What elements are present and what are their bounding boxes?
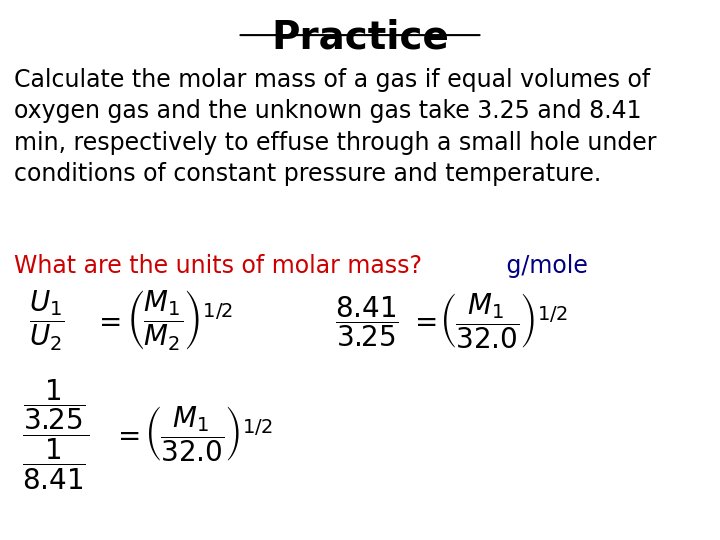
Text: $=$: $=$ [410,307,437,335]
Text: $\dfrac{U_1}{U_2}$: $\dfrac{U_1}{U_2}$ [29,289,64,354]
Text: $\dfrac{\dfrac{1}{3.25}}{\dfrac{1}{8.41}}$: $\dfrac{\dfrac{1}{3.25}}{\dfrac{1}{8.41}… [22,377,89,492]
Text: $=$: $=$ [93,307,120,335]
Text: Practice: Practice [271,19,449,57]
Text: $\dfrac{8.41}{3.25}$: $\dfrac{8.41}{3.25}$ [335,294,399,349]
Text: g/mole: g/mole [499,254,588,278]
Text: $\left(\dfrac{M_1}{32.0}\right)^{1/2}$: $\left(\dfrac{M_1}{32.0}\right)^{1/2}$ [144,405,273,464]
Text: $\left(\dfrac{M_1}{M_2}\right)^{1/2}$: $\left(\dfrac{M_1}{M_2}\right)^{1/2}$ [126,289,233,354]
Text: $=$: $=$ [112,421,140,449]
Text: $\left(\dfrac{M_1}{32.0}\right)^{1/2}$: $\left(\dfrac{M_1}{32.0}\right)^{1/2}$ [439,292,568,351]
Text: What are the units of molar mass?: What are the units of molar mass? [14,254,423,278]
Text: Calculate the molar mass of a gas if equal volumes of
oxygen gas and the unknown: Calculate the molar mass of a gas if equ… [14,68,657,186]
